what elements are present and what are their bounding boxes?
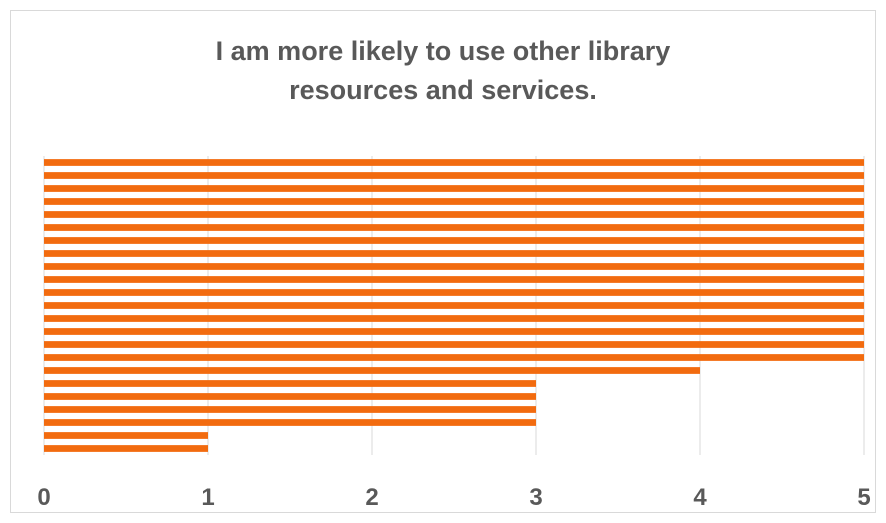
chart-area xyxy=(10,10,876,513)
bar-19 xyxy=(44,406,536,413)
bar-18 xyxy=(44,393,536,400)
bar-11 xyxy=(44,302,864,309)
x-tick-label-5: 5 xyxy=(857,484,870,511)
bar-8 xyxy=(44,263,864,270)
bar-15 xyxy=(44,354,864,361)
bar-3 xyxy=(44,198,864,205)
bar-6 xyxy=(44,237,864,244)
x-tick-label-4: 4 xyxy=(693,484,707,511)
bar-5 xyxy=(44,224,864,231)
bar-14 xyxy=(44,341,864,348)
bar-0 xyxy=(44,159,864,166)
chart-title: I am more likely to use other library re… xyxy=(0,32,886,110)
bar-20 xyxy=(44,419,536,426)
bar-22 xyxy=(44,445,208,452)
bar-13 xyxy=(44,328,864,335)
x-tick-label-0: 0 xyxy=(37,484,50,511)
chart-title-line-2: resources and services. xyxy=(289,75,597,105)
bar-7 xyxy=(44,250,864,257)
chart-title-line-1: I am more likely to use other library xyxy=(215,36,671,66)
bar-9 xyxy=(44,276,864,283)
x-tick-label-1: 1 xyxy=(201,484,214,511)
bar-1 xyxy=(44,172,864,179)
x-tick-label-3: 3 xyxy=(529,484,542,511)
bar-10 xyxy=(44,289,864,296)
bar-16 xyxy=(44,367,700,374)
x-tick-label-2: 2 xyxy=(365,484,378,511)
bar-21 xyxy=(44,432,208,439)
bar-12 xyxy=(44,315,864,322)
bar-2 xyxy=(44,185,864,192)
bar-17 xyxy=(44,380,536,387)
bar-4 xyxy=(44,211,864,218)
